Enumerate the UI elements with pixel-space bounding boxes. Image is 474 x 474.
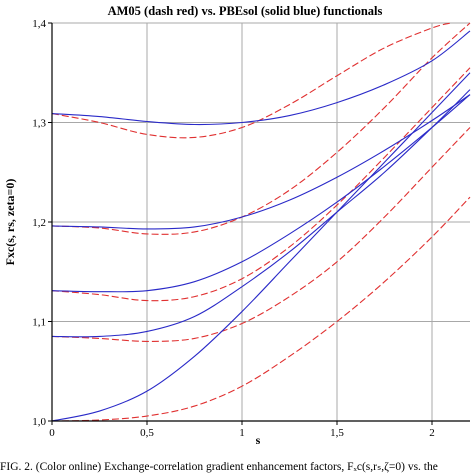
grid-lines (52, 22, 470, 421)
series-layer (51, 22, 471, 422)
x-tick-label: 2 (429, 427, 435, 439)
series-line-pbesol (51, 94, 471, 230)
series-line-pbesol (51, 30, 471, 126)
x-tick-label: 0,5 (140, 427, 154, 439)
series-line-am05 (51, 196, 471, 422)
tick-labels: 0 0,5 1 1,5 2 1,0 1,1 1,2 1,3 1,4 (32, 18, 435, 439)
y-tick-label: 1,1 (32, 317, 46, 329)
x-axis-label: s (256, 433, 261, 447)
series-line-pbesol (51, 89, 471, 338)
x-tick-label: 1 (239, 427, 245, 439)
y-tick-label: 1,0 (32, 416, 46, 428)
series-line-am05 (51, 22, 452, 139)
series-line-pbesol (51, 72, 471, 422)
x-tick-label: 0 (49, 427, 55, 439)
chart-title: AM05 (dash red) vs. PBEsol (solid blue) … (108, 4, 383, 18)
series-line-pbesol (51, 94, 471, 293)
y-tick-label: 1,2 (32, 217, 46, 229)
series-line-am05 (51, 127, 471, 342)
x-tick-label: 1,5 (330, 427, 344, 439)
axes (48, 22, 470, 425)
y-tick-label: 1,3 (32, 118, 46, 130)
series-line-am05 (51, 22, 471, 235)
y-axis-label: Fxc(s, rs, zeta=0) (3, 179, 17, 266)
figure-caption: FIG. 2. (Color online) Exchange-correlat… (0, 461, 438, 473)
y-tick-label: 1,4 (32, 18, 46, 30)
series-line-am05 (51, 67, 471, 302)
